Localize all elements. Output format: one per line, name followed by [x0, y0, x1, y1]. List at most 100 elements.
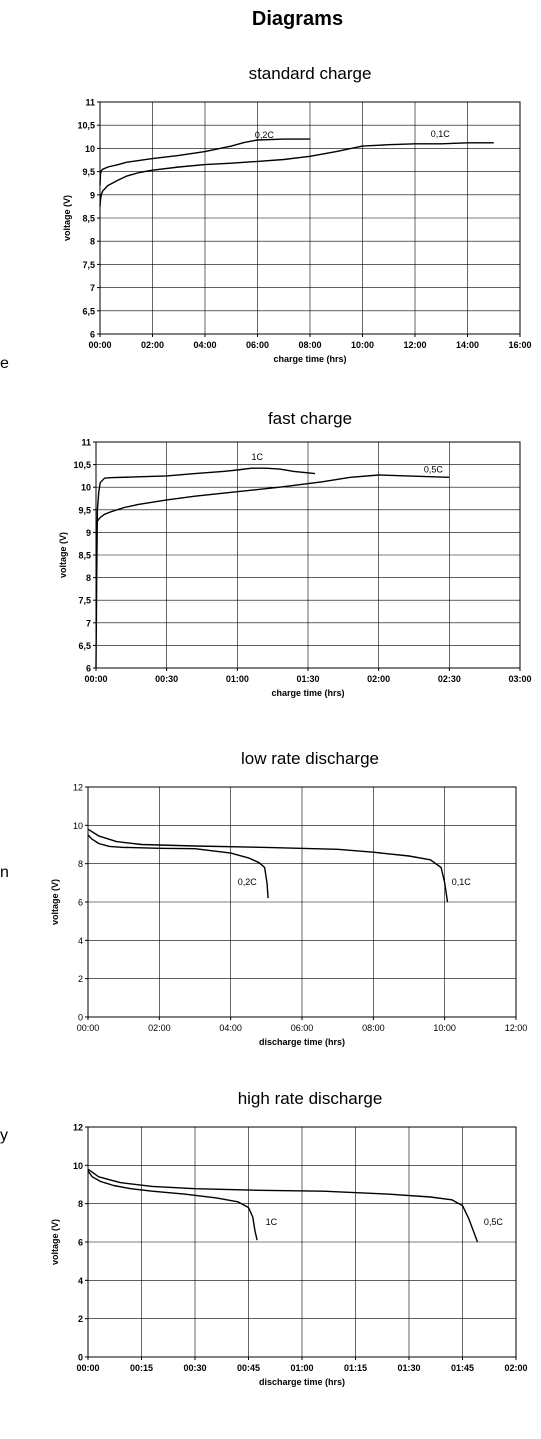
- y-tick-label: 4: [78, 1276, 83, 1286]
- x-axis-label: discharge time (hrs): [259, 1037, 345, 1047]
- y-tick-label: 0: [78, 1013, 83, 1023]
- x-tick-label: 01:45: [451, 1363, 474, 1373]
- y-tick-label: 6,5: [82, 306, 95, 316]
- x-tick-label: 06:00: [246, 340, 269, 350]
- y-tick-label: 10,5: [77, 121, 95, 131]
- series-line-01C: [87, 828, 449, 903]
- y-tick-label: 6,5: [78, 641, 91, 651]
- x-tick-label: 12:00: [403, 340, 426, 350]
- series-line-1C: [95, 467, 316, 669]
- series-line-01C: [99, 142, 494, 207]
- chart-title-low-rate-discharge: low rate discharge: [241, 749, 379, 768]
- x-tick-label: 03:00: [508, 674, 531, 684]
- chart-standard-charge: 6 6,5 7 7,5 8 8,5 9 9,5 10 10,5 11 00:00 02:00 04:00 0…: [62, 98, 532, 365]
- y-tick-label: 6: [78, 898, 83, 908]
- x-tick-label: 00:00: [88, 340, 111, 350]
- y-tick-label: 2: [78, 974, 83, 984]
- series-label: 0,5C: [424, 465, 444, 475]
- x-tick-label: 01:15: [344, 1363, 367, 1373]
- x-tick-label: 01:30: [397, 1363, 420, 1373]
- y-tick-label: 7,5: [82, 260, 95, 270]
- x-tick-label: 04:00: [219, 1023, 242, 1033]
- x-tick-label: 02:00: [504, 1363, 527, 1373]
- y-axis-label: voltage (V): [58, 532, 68, 578]
- series-label: 0,5C: [484, 1217, 504, 1227]
- left-text-fragment: e: [0, 355, 9, 372]
- y-tick-label: 8: [90, 237, 95, 247]
- x-tick-label: 02:00: [148, 1023, 171, 1033]
- y-tick-label: 12: [73, 1123, 83, 1133]
- x-tick-label: 01:00: [290, 1363, 313, 1373]
- x-axis-label: discharge time (hrs): [259, 1377, 345, 1387]
- chart-title-high-rate-discharge: high rate discharge: [237, 1089, 383, 1108]
- x-axis-label: charge time (hrs): [273, 354, 346, 364]
- y-tick-label: 7,5: [78, 596, 91, 606]
- y-tick-label: 7: [86, 618, 91, 628]
- y-tick-label: 9: [90, 190, 95, 200]
- series-line-1C: [87, 1170, 258, 1241]
- series-line-05C: [87, 1168, 479, 1243]
- y-tick-label: 0: [78, 1353, 83, 1363]
- chart-low-rate-discharge: 0 2 4 6 8 10 12 00:00 02:00 04:00 06:00 08:00 10:00 1…: [50, 783, 528, 1048]
- chart-title-standard-charge: standard charge: [248, 64, 372, 83]
- y-tick-label: 10: [73, 821, 83, 831]
- series-label: 0,1C: [452, 877, 472, 887]
- series-label: 1C: [251, 452, 263, 462]
- x-tick-label: 08:00: [298, 340, 321, 350]
- series-label: 1C: [266, 1217, 278, 1227]
- y-tick-label: 10: [73, 1161, 83, 1171]
- series-line-02C: [87, 834, 269, 899]
- x-tick-label: 16:00: [508, 340, 531, 350]
- y-tick-label: 8,5: [78, 551, 91, 561]
- x-tick-label: 00:30: [183, 1363, 206, 1373]
- series-line-02C: [99, 138, 310, 186]
- x-tick-label: 00:00: [76, 1363, 99, 1373]
- series-label: 0,2C: [238, 877, 258, 887]
- x-tick-label: 10:00: [433, 1023, 456, 1033]
- y-tick-label: 8: [86, 573, 91, 583]
- x-tick-label: 02:00: [367, 674, 390, 684]
- y-tick-label: 12: [73, 783, 83, 793]
- series-line-05C: [95, 474, 450, 526]
- left-text-fragment: y: [0, 1127, 8, 1144]
- y-tick-label: 10,5: [73, 460, 91, 470]
- y-tick-label: 8: [78, 1199, 83, 1209]
- y-tick-label: 6: [78, 1238, 83, 1248]
- x-axis-label: charge time (hrs): [271, 688, 344, 698]
- x-tick-label: 00:00: [84, 674, 107, 684]
- x-tick-label: 04:00: [193, 340, 216, 350]
- series-label: 0,1C: [431, 129, 451, 139]
- y-tick-label: 6: [86, 664, 91, 674]
- y-axis-label: voltage (V): [62, 195, 72, 241]
- y-axis-label: voltage (V): [50, 879, 60, 925]
- chart-high-rate-discharge: 0 2 4 6 8 10 12 00:00 00:15 00:30 00:45 01:00 01:15 0…: [50, 1123, 528, 1388]
- x-tick-label: 01:30: [296, 674, 319, 684]
- y-tick-label: 11: [85, 98, 95, 108]
- x-tick-label: 08:00: [362, 1023, 385, 1033]
- x-tick-label: 14:00: [456, 340, 479, 350]
- x-tick-label: 02:00: [141, 340, 164, 350]
- page-title: Diagrams: [251, 8, 344, 30]
- y-tick-label: 11: [81, 438, 91, 448]
- y-tick-label: 10: [81, 483, 91, 493]
- y-axis-label: voltage (V): [50, 1219, 60, 1265]
- x-tick-label: 12:00: [505, 1023, 528, 1033]
- x-tick-label: 00:45: [237, 1363, 260, 1373]
- chart-title-fast-charge: fast charge: [267, 409, 353, 428]
- x-tick-label: 02:30: [438, 674, 461, 684]
- x-tick-label: 00:15: [130, 1363, 153, 1373]
- x-tick-label: 10:00: [351, 340, 374, 350]
- x-tick-label: 01:00: [226, 674, 249, 684]
- x-tick-label: 00:00: [77, 1023, 100, 1033]
- series-label: 0,2C: [255, 130, 275, 140]
- y-tick-label: 10: [85, 144, 95, 154]
- y-tick-label: 9,5: [82, 167, 95, 177]
- y-tick-label: 9,5: [78, 505, 91, 515]
- y-tick-label: 9: [86, 528, 91, 538]
- y-tick-label: 2: [78, 1314, 83, 1324]
- y-tick-label: 8,5: [82, 214, 95, 224]
- y-tick-label: 4: [78, 936, 83, 946]
- x-tick-label: 06:00: [291, 1023, 314, 1033]
- y-tick-label: 8: [78, 859, 83, 869]
- x-tick-label: 00:30: [155, 674, 178, 684]
